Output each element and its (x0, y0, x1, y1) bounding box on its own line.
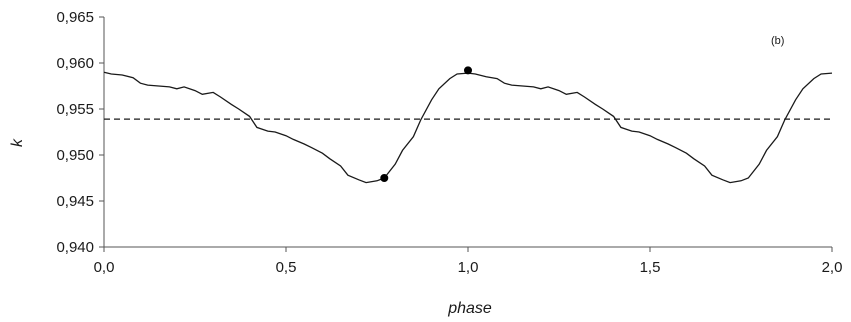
panel-label: (b) (771, 35, 784, 47)
y-tick-label: 0,965 (56, 9, 94, 26)
axes (103, 17, 832, 248)
series-line (103, 71, 833, 184)
y-tick-label: 0,940 (56, 239, 94, 256)
y-tick-label: 0,955 (56, 101, 94, 118)
y-ticks: 0,940 0,945 0,950 0,955 0,960 0,965 (56, 9, 104, 256)
data-point-marker (380, 174, 389, 182)
y-axis-title: k (9, 138, 26, 147)
x-tick-label: 2,0 (822, 259, 843, 276)
x-tick-label: 1,0 (458, 259, 479, 276)
x-axis-title: phase (447, 300, 492, 317)
data-point-marker (464, 66, 472, 75)
x-tick-label: 1,5 (640, 259, 661, 276)
y-tick-label: 0,960 (56, 55, 94, 72)
y-tick-label: 0,950 (56, 147, 94, 164)
x-tick-label: 0,5 (276, 259, 297, 276)
x-tick-label: 0,0 (94, 259, 115, 276)
x-ticks: 0,0 0,5 1,0 1,5 2,0 (94, 247, 843, 276)
y-tick-label: 0,945 (56, 193, 94, 210)
markers (380, 66, 472, 182)
